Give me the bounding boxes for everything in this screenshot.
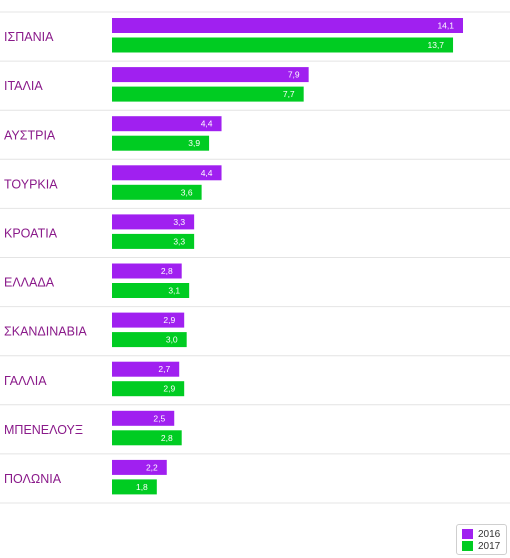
bar-2017 — [112, 381, 185, 397]
legend-item-2017: 2017 — [462, 540, 506, 552]
category-label: ΑΥΣΤΡΙΑ — [4, 128, 56, 142]
bar-2017 — [112, 135, 210, 151]
category-label: ΣΚΑΝΔΙΝΑΒΙΑ — [4, 325, 87, 339]
data-label-2016: 14,1 — [437, 21, 454, 31]
bar-2017 — [112, 332, 187, 348]
bar-2016 — [112, 361, 180, 377]
category-label: ΕΛΛΑΔΑ — [4, 276, 55, 290]
category-label: ΙΣΠΑΝΙΑ — [4, 30, 54, 44]
bar-2017 — [112, 86, 304, 102]
category-label: ΓΑΛΛΙΑ — [4, 374, 47, 388]
data-label-2017: 3,3 — [173, 236, 185, 246]
data-label-2016: 3,3 — [173, 217, 185, 227]
category-row: ΓΑΛΛΙΑ 2,7 2,9 — [0, 361, 510, 406]
data-label-2017: 3,9 — [188, 138, 200, 148]
bar-2016 — [112, 410, 175, 426]
data-label-2016: 7,9 — [288, 70, 300, 80]
bar-2017 — [112, 283, 190, 298]
bar-2017 — [112, 184, 202, 200]
legend-item-2016: 2016 — [462, 528, 506, 540]
legend: 2016 2017 — [456, 524, 507, 555]
category-label: ΚΡΟΑΤΙΑ — [4, 226, 58, 240]
category-row: ΑΥΣΤΡΙΑ 4,43,9 — [0, 116, 510, 160]
bar-2017 — [112, 430, 182, 446]
legend-swatch-2017 — [462, 541, 473, 551]
data-label-2016: 2,7 — [158, 364, 170, 374]
data-label-2017: 7,7 — [283, 89, 295, 99]
bar-2017 — [112, 233, 195, 249]
legend-swatch-2016 — [462, 529, 473, 539]
legend-label-2016: 2016 — [478, 528, 501, 540]
legend-label-2017: 2017 — [478, 540, 501, 552]
data-label-2016: 2,2 — [146, 462, 158, 472]
data-label-2017: 1,8 — [136, 482, 148, 492]
bar-2016 — [112, 18, 463, 33]
bar-2016 — [112, 116, 222, 132]
data-label-2016: 4,4 — [201, 119, 213, 129]
data-label-2017: 13,7 — [427, 40, 444, 50]
bar-2017 — [112, 37, 454, 53]
data-label-2016: 2,9 — [163, 315, 175, 325]
bar-2016 — [112, 214, 195, 230]
bar-2016 — [112, 165, 222, 181]
data-label-2016: 2,8 — [161, 266, 173, 276]
data-label-2017: 2,9 — [163, 384, 175, 394]
category-row: ΙΣΠΑΝΙΑ 14,1 13,7 — [0, 18, 510, 62]
category-row: ΠΟΛΩΝΙΑ 2,2 1,8 — [0, 459, 510, 504]
category-row: ΕΛΛΑΔΑ 2,8 3,1 — [0, 263, 510, 308]
category-label: ΜΠΕΝΕΛΟΥΞ — [4, 423, 83, 437]
category-label: ΤΟΥΡΚΙΑ — [4, 177, 58, 191]
category-label: ΠΟΛΩΝΙΑ — [4, 472, 62, 486]
bar-2016 — [112, 312, 185, 328]
bar-2016 — [112, 459, 167, 475]
category-label: ΙΤΑΛΙΑ — [4, 79, 43, 93]
category-row: ΙΤΑΛΙΑ 7,9 7,7 — [0, 67, 510, 111]
bar-2016 — [112, 67, 309, 83]
bar-2016 — [112, 263, 182, 279]
data-label-2016: 4,4 — [201, 168, 213, 178]
data-label-2016: 2,5 — [153, 413, 165, 423]
data-label-2017: 2,8 — [161, 433, 173, 443]
category-row: ΜΠΕΝΕΛΟΥΞ 2,5 2,8 — [0, 410, 510, 455]
category-row: ΣΚΑΝΔΙΝΑΒΙΑ 2,9 3,0 — [0, 312, 510, 357]
data-label-2017: 3,1 — [168, 286, 180, 296]
data-label-2017: 3,0 — [166, 335, 178, 345]
category-row: ΤΟΥΡΚΙΑ 4,4 3,6 — [0, 165, 510, 209]
bar-2017 — [112, 479, 157, 495]
category-row: ΚΡΟΑΤΙΑ 3,3 3,3 — [0, 214, 510, 258]
data-label-2017: 3,6 — [181, 187, 193, 197]
